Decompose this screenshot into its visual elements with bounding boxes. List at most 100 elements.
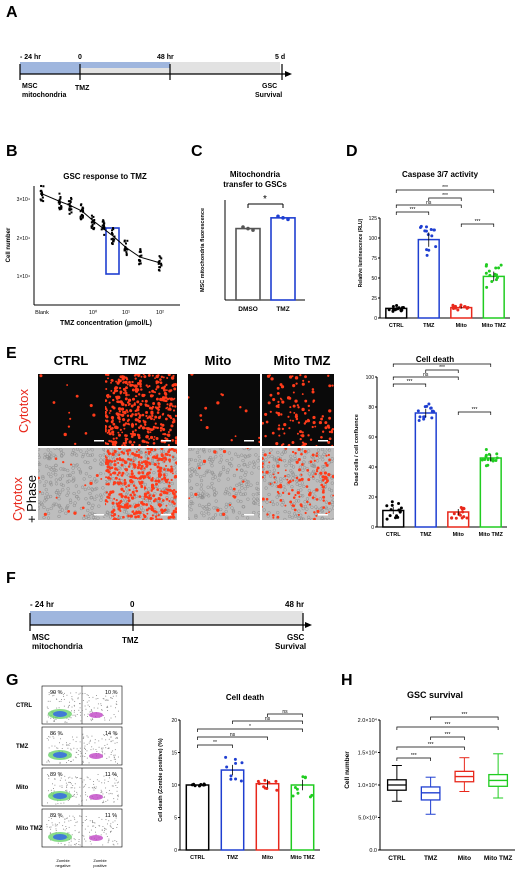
panel-e-point [417,418,421,422]
micrograph-tmz-cytotox [105,374,177,446]
panel-c-cat-1: DMSO [238,306,258,313]
panel-b-point [68,202,71,205]
panel-h-cat-3: Mito TMZ [484,855,513,862]
panel-d-point [432,228,436,232]
panel-b-point [102,219,105,222]
panel-b-point [158,269,161,272]
panel-g-cat-2: Mito [262,855,274,861]
panel-g-point [257,782,261,786]
panel-b-point [68,205,71,208]
panel-d-point [497,266,501,270]
panel-e-chart: Dead cells / cell confluence 0 20 40 60 80 10… [354,362,507,538]
panel-b-point [59,206,62,209]
panel-b-point [39,198,42,201]
panel-e-point [487,452,491,456]
timeline-f-l3: TMZ [122,636,139,645]
panel-b-point [58,206,61,209]
panel-b-point [82,207,85,210]
panel-d-point [487,269,491,273]
panel-g-point [295,787,299,791]
timeline-f: - 24 hr 0 48 hr MSC mitochondria TMZ GSC… [29,600,312,651]
panel-d-chart: Relative luminescence (RLU) 0 25 50 75 100 12… [358,185,510,329]
panel-e-point [465,516,469,520]
panel-b-point [42,200,45,203]
panel-e-point [495,452,499,456]
panel-h-ytick: 1.0×10⁴ [358,782,378,789]
timeline-a-l3: TMZ [75,85,90,92]
panel-d-title: Caspase 3/7 activity [401,170,479,179]
panel-g-point [197,784,201,788]
panel-d-ytick: 100 [369,236,378,242]
panel-c-title1: Mitochondria [229,170,281,179]
panel-b-point [41,196,44,199]
panel-e-col-tmz: TMZ [119,353,147,368]
panel-e-bar-1 [414,412,437,528]
timeline-f-l5: Survival [275,642,306,651]
panel-e-point [461,510,465,514]
panel-g-point [234,777,238,781]
panel-b-xtick-4: 10² [156,310,164,316]
panel-d-point [465,306,469,310]
panel-g-ytick: 20 [171,718,177,724]
panel-b-point [92,215,95,218]
panel-d-point [452,306,456,310]
panel-b-point [91,223,94,226]
panel-e-point [495,456,499,460]
panel-b-point [159,266,162,269]
panel-g-point [310,793,314,797]
panel-b-point [111,237,114,240]
panel-d-cat-1: TMZ [423,323,435,329]
panel-e-point [483,458,487,462]
panel-g-point [256,779,260,783]
panel-g-sig: ns [265,716,271,722]
panel-e-sig: ns [423,372,429,378]
panel-label-e: E [6,345,17,362]
panel-e-sig: *** [472,407,478,413]
panel-b-chart: 1×10⁴ 2×10⁴ 3×10⁴ Blank 10⁰ 10¹ 10² TMZ … [6,184,180,327]
panel-e-point [385,517,389,521]
panel-b-point [79,204,82,207]
panel-g-right-pct: 11 % [105,813,117,819]
panel-b-point [110,238,113,241]
panel-b-point [160,262,163,265]
timeline-f-t1: - 24 hr [30,600,54,609]
panel-b-point [124,242,127,245]
panel-b-point [112,227,115,230]
panel-h-sig: *** [445,732,451,738]
panel-e-ytick: 40 [368,465,374,471]
panel-d-ytick: 125 [369,216,378,222]
panel-d-sig: ns [426,200,432,206]
panel-b-point [139,250,142,253]
panel-g-row-label: CTRL [16,703,32,709]
panel-d-ytick: 75 [371,256,377,262]
panel-b-point [70,205,73,208]
panel-b-point [80,208,83,211]
panel-g-sig: ** [213,740,217,746]
panel-g-xl2b: positive [93,863,107,868]
panel-d-point [485,285,489,289]
panel-h-cat-2: Mito [458,855,471,862]
panel-g-ytick: 0 [174,848,177,854]
panel-c-point [251,228,255,232]
panel-d-sig: *** [442,193,448,199]
panel-b-point [91,220,94,223]
panel-d-sig: *** [410,207,416,213]
panel-c-chart: MSC mitochondria fluorescence DMSO TMZ * [200,194,305,313]
panel-g-point [293,785,297,789]
panel-label-c: C [191,143,203,160]
panel-b-point [139,248,142,251]
panel-b-point [158,260,161,263]
panel-e-col-mitotmz: Mito TMZ [273,353,331,368]
timeline-a: - 24 hr 0 48 hr 5 d MSC mitochondria TMZ… [19,54,292,99]
panel-b-point [70,198,73,201]
panel-b-point [69,201,72,204]
panel-g-point [274,779,278,783]
panel-g-left-pct: 90 % [50,690,63,696]
panel-g-point [203,783,207,787]
panel-b-point [59,197,62,200]
panel-d-cat-3: Mito TMZ [482,323,507,329]
panel-g-ytick: 10 [171,783,177,789]
panel-c-ylabel: MSC mitochondria fluorescence [200,208,206,292]
panel-h-ytick: 2.0×10⁴ [358,717,378,724]
panel-b-point [90,214,93,217]
